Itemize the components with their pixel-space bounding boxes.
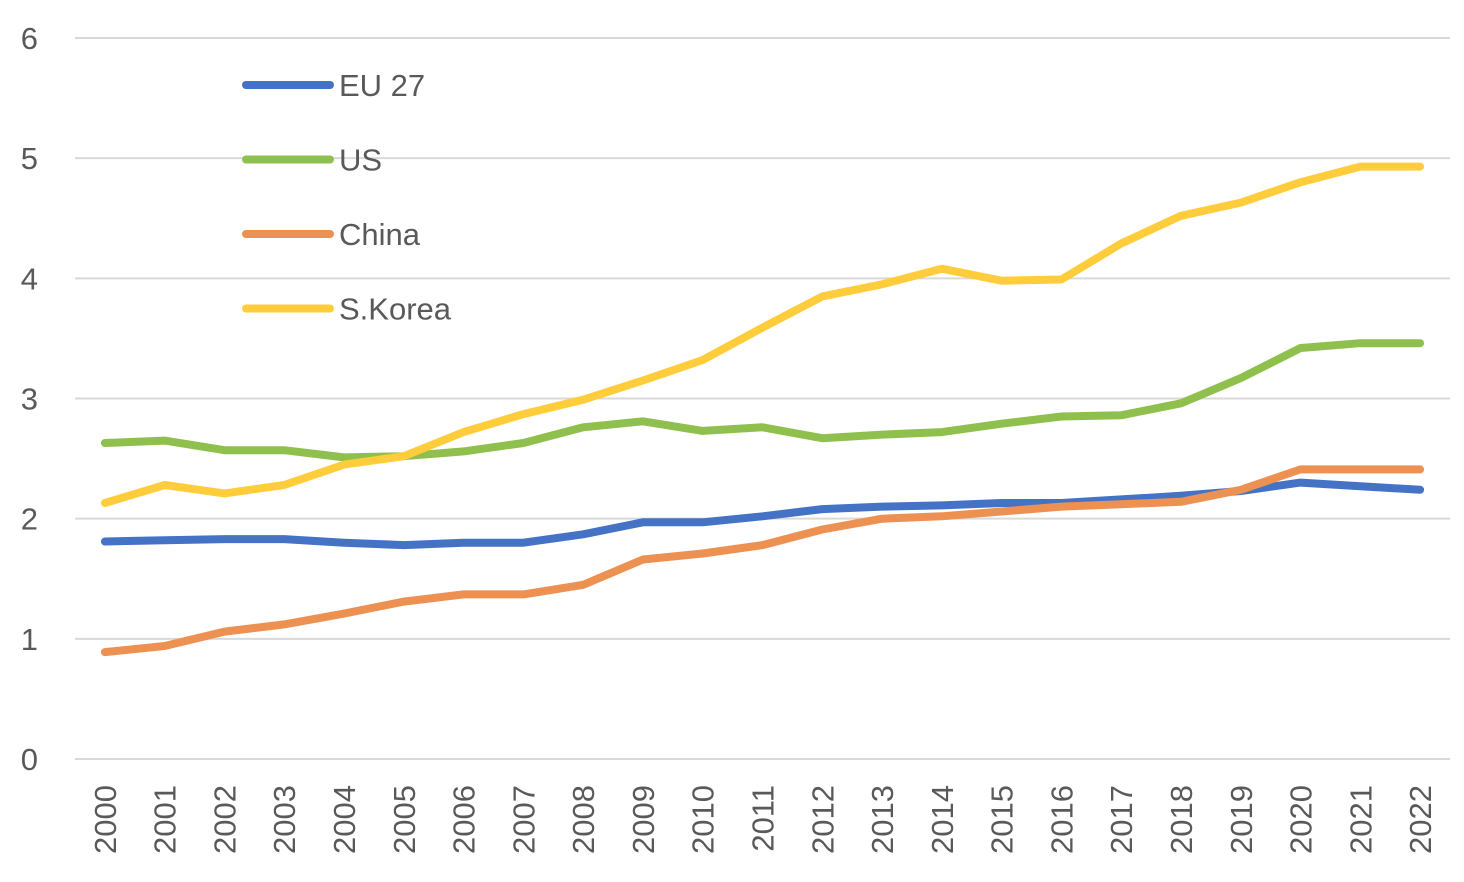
x-tick-label: 2014 [925, 785, 960, 854]
legend: EU 27 US China S.Korea [242, 68, 452, 327]
legend-label: China [339, 217, 421, 252]
series-line-china [100, 465, 1425, 657]
x-tick-label: 2002 [207, 785, 242, 854]
x-tick-label: 2019 [1224, 785, 1259, 854]
legend-item: EU 27 [242, 68, 425, 103]
legend-label: S.Korea [339, 292, 452, 327]
x-tick-label: 2012 [805, 785, 840, 854]
x-tick-label: 2022 [1403, 785, 1438, 854]
y-tick-label: 1 [21, 622, 38, 657]
series-us [100, 339, 1425, 462]
y-tick-label: 2 [21, 502, 38, 537]
x-tick-label: 2008 [566, 785, 601, 854]
x-tick-label: 2009 [626, 785, 661, 854]
x-tick-label: 2013 [865, 785, 900, 854]
y-axis: 0 1 2 3 4 5 6 [21, 21, 38, 777]
x-tick-label: 2000 [88, 785, 123, 854]
x-tick-label: 2010 [686, 785, 721, 854]
x-tick-label: 2015 [985, 785, 1020, 854]
legend-item: US [242, 143, 382, 178]
legend-label: EU 27 [339, 68, 425, 103]
x-tick-label: 2016 [1044, 785, 1079, 854]
x-tick-label: 2011 [746, 785, 781, 852]
x-tick-label: 2021 [1343, 785, 1378, 854]
x-axis: 2000 2001 2002 2003 2004 2005 2006 2007 2008 2009… [88, 785, 1438, 854]
gridlines [75, 37, 1450, 760]
x-tick-label: 2020 [1284, 785, 1319, 854]
x-tick-label: 2018 [1164, 785, 1199, 854]
x-tick-label: 2007 [506, 785, 541, 854]
series-lines [100, 162, 1425, 657]
series-line-us [100, 339, 1425, 462]
legend-item: S.Korea [242, 292, 452, 327]
x-tick-label: 2004 [327, 785, 362, 854]
x-tick-label: 2001 [148, 785, 183, 854]
series-s-korea [100, 162, 1425, 507]
legend-label: US [339, 143, 382, 178]
x-tick-label: 2005 [387, 785, 422, 854]
legend-item: China [242, 217, 421, 252]
y-tick-label: 4 [21, 261, 38, 296]
y-tick-label: 0 [21, 742, 38, 777]
x-tick-label: 2017 [1104, 785, 1139, 854]
y-tick-label: 6 [21, 21, 38, 56]
y-tick-label: 5 [21, 141, 38, 176]
x-tick-label: 2006 [447, 785, 482, 854]
series-china [100, 465, 1425, 657]
x-tick-label: 2003 [267, 785, 302, 854]
y-tick-label: 3 [21, 382, 38, 417]
